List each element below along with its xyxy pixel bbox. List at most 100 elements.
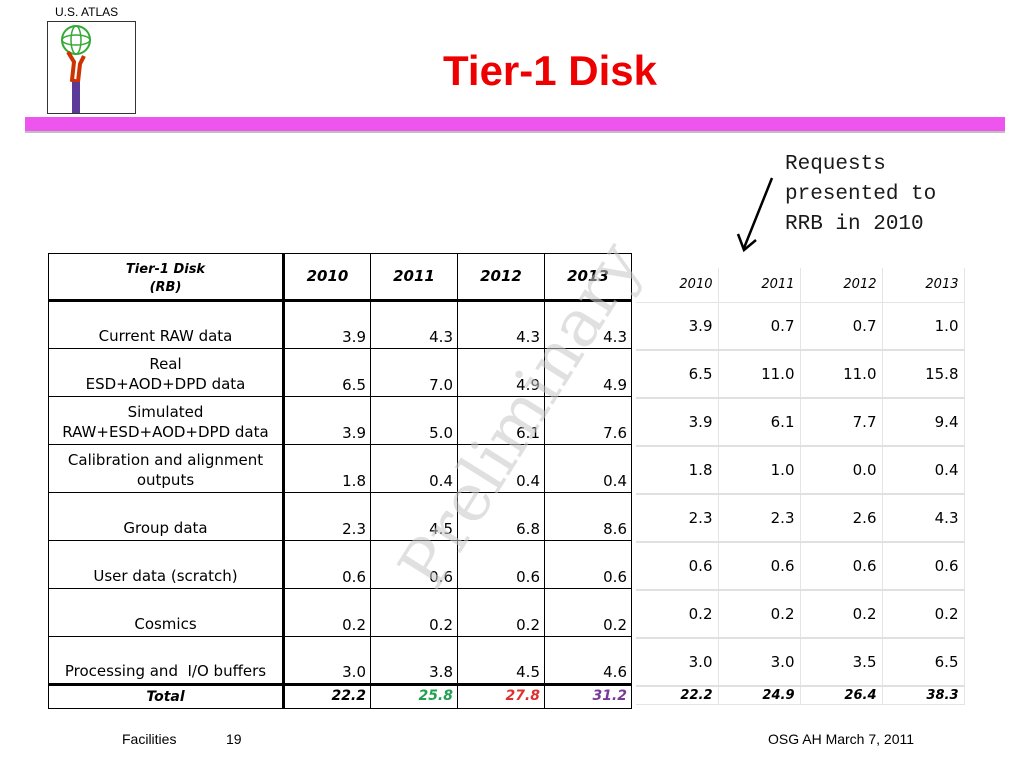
rb-row-label: Current RAW data: [48, 300, 285, 349]
request-value-cell: 15.8: [882, 350, 965, 399]
rb-row-label-line: Real: [149, 355, 182, 373]
rb-value-cell: 7.0: [370, 348, 458, 397]
request-table-body: 3.9 0.7 0.7 1.0 6.5 11.0 11.0 15.8 3.9 6.1 7.7 9.4 1…: [636, 302, 965, 687]
rb-value-cell: 0.4: [457, 444, 545, 493]
request-value-cell: 0.6: [800, 542, 883, 591]
rb-row-label-line: Calibration and alignment: [67, 451, 264, 469]
rb-row-label-line: outputs: [136, 471, 195, 489]
title-rule-shadow: [25, 131, 1005, 133]
rb-row-label-line: ESD+AOD+DPD data: [85, 375, 246, 393]
request-table-row: 2.3 2.3 2.6 4.3: [636, 494, 965, 543]
request-total-row: 22.2 24.9 26.4 38.3: [636, 686, 965, 705]
rb-value-cell: 4.9: [544, 348, 632, 397]
rb-value-cell: 2.3: [283, 492, 371, 541]
rb-value-cell: 0.6: [544, 540, 632, 589]
rb-value-cell: 4.5: [370, 492, 458, 541]
request-value-cell: 4.3: [882, 494, 965, 543]
rb-table-row: Calibration and alignment outputs 1.8 0.4 0.…: [48, 444, 632, 493]
rb-value-cell: 0.2: [370, 588, 458, 637]
request-table-row: 0.2 0.2 0.2 0.2: [636, 590, 965, 639]
request-value-cell: 2.3: [636, 494, 719, 543]
rb-total-cell: 22.2: [283, 683, 371, 709]
rb-value-cell: 0.2: [457, 588, 545, 637]
rb-value-cell: 4.3: [370, 300, 458, 349]
rb-value-cell: 4.6: [544, 636, 632, 685]
rb-row-label: Cosmics: [48, 588, 285, 637]
rb-table-body: Current RAW data 3.9 4.3 4.3 4.3 Real ESD+AOD+…: [48, 300, 632, 685]
request-value-cell: 9.4: [882, 398, 965, 447]
request-value-cell: 2.3: [718, 494, 801, 543]
title-rule: [25, 117, 1005, 131]
rb-row-label-line: Simulated: [127, 403, 204, 421]
rb-value-cell: 7.6: [544, 396, 632, 445]
rb-table-row: Group data 2.3 4.5 6.8 8.6: [48, 492, 632, 541]
rb-header-title: Tier-1 Disk (RB): [48, 253, 285, 302]
rb-row-label-line: RAW+ESD+AOD+DPD data: [62, 423, 269, 441]
rb-value-cell: 0.6: [370, 540, 458, 589]
request-table-row: 3.0 3.0 3.5 6.5: [636, 638, 965, 687]
rb-value-cell: 3.8: [370, 636, 458, 685]
request-value-cell: 0.2: [718, 590, 801, 639]
request-value-cell: 2.6: [800, 494, 883, 543]
request-value-cell: 0.6: [882, 542, 965, 591]
request-value-cell: 0.6: [718, 542, 801, 591]
rb-value-cell: 4.5: [457, 636, 545, 685]
rb-row-label: Calibration and alignment outputs: [48, 444, 285, 493]
rb-header-title-line2: (RB): [149, 280, 182, 295]
rb-total-cell: 31.2: [544, 683, 632, 709]
request-value-cell: 0.4: [882, 446, 965, 495]
rb-total-cell: 25.8: [370, 683, 458, 709]
request-table-row: 3.9 0.7 0.7 1.0: [636, 302, 965, 351]
atlas-figure-icon: [61, 25, 91, 113]
request-value-cell: 6.5: [636, 350, 719, 399]
request-table: 2010 2011 2012 2013 3.9 0.7 0.7 1.0 6.5 11.0 1…: [636, 268, 965, 705]
rb-table-row: Real ESD+AOD+DPD data 6.5 7.0 4.9 4.9: [48, 348, 632, 397]
request-table-row: 3.9 6.1 7.7 9.4: [636, 398, 965, 447]
rb-total-row: Total 22.2 25.8 27.8 31.2: [48, 683, 632, 709]
request-value-cell: 0.6: [636, 542, 719, 591]
request-table-row: 0.6 0.6 0.6 0.6: [636, 542, 965, 591]
footer-section: Facilities: [122, 731, 177, 747]
rb-value-cell: 6.8: [457, 492, 545, 541]
rb-value-cell: 3.0: [283, 636, 371, 685]
logo-caption: U.S. ATLAS: [55, 5, 119, 19]
footer-date: OSG AH March 7, 2011: [768, 731, 915, 747]
request-total-cell: 22.2: [636, 686, 719, 705]
rb-row-label: Real ESD+AOD+DPD data: [48, 348, 285, 397]
rb-table-row: Cosmics 0.2 0.2 0.2 0.2: [48, 588, 632, 637]
rb-value-cell: 4.3: [457, 300, 545, 349]
request-value-cell: 0.2: [636, 590, 719, 639]
request-value-cell: 1.8: [636, 446, 719, 495]
rb-value-cell: 0.6: [283, 540, 371, 589]
rb-year-header: 2012: [457, 253, 545, 302]
rb-row-label: User data (scratch): [48, 540, 285, 589]
rb-total-label: Total: [48, 683, 285, 709]
request-value-cell: 0.2: [882, 590, 965, 639]
request-value-cell: 0.7: [718, 302, 801, 351]
annotation-arrow-icon: [736, 177, 774, 253]
rb-row-label: Simulated RAW+ESD+AOD+DPD data: [48, 396, 285, 445]
request-value-cell: 0.0: [800, 446, 883, 495]
rb-value-cell: 0.2: [544, 588, 632, 637]
rb-year-header: 2013: [544, 253, 632, 302]
request-year-header: 2012: [800, 268, 883, 303]
request-value-cell: 1.0: [882, 302, 965, 351]
annotation-text: Requests presented to RRB in 2010: [785, 150, 936, 240]
request-value-cell: 3.9: [636, 398, 719, 447]
slide-title: Tier-1 Disk: [443, 47, 657, 94]
rb-row-label-line: Group data: [123, 519, 208, 537]
rb-table: Tier-1 Disk (RB) 2010 2011 2012 2013 Cur…: [48, 253, 632, 709]
rb-value-cell: 4.9: [457, 348, 545, 397]
rb-value-cell: 0.4: [544, 444, 632, 493]
request-value-cell: 3.0: [636, 638, 719, 687]
request-year-header: 2013: [882, 268, 965, 303]
rb-value-cell: 3.9: [283, 300, 371, 349]
request-value-cell: 7.7: [800, 398, 883, 447]
request-value-cell: 6.5: [882, 638, 965, 687]
request-value-cell: 11.0: [800, 350, 883, 399]
rb-value-cell: 5.0: [370, 396, 458, 445]
request-value-cell: 0.2: [800, 590, 883, 639]
rb-row-label-line: Processing and I/O buffers: [64, 662, 267, 680]
annotation-line: RRB in 2010: [785, 213, 924, 236]
request-total-cell: 24.9: [718, 686, 801, 705]
